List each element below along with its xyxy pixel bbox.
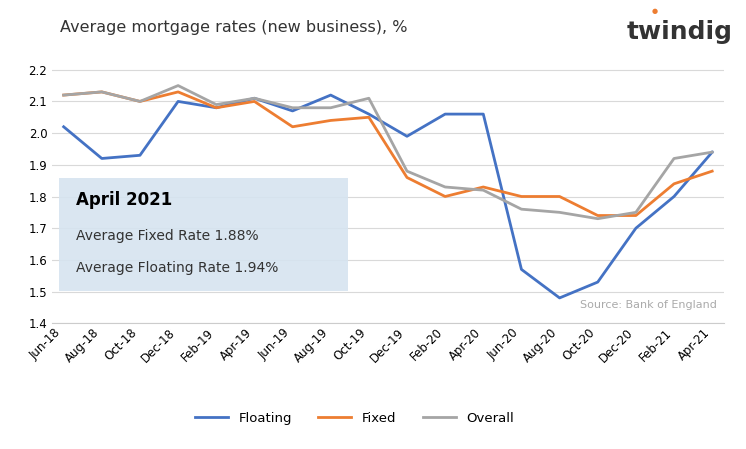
- Overall: [288, 105, 297, 110]
- Floating: [288, 108, 297, 114]
- Floating: [59, 124, 68, 129]
- Fixed: [708, 168, 717, 174]
- Floating: [326, 92, 335, 98]
- Fixed: [97, 89, 106, 95]
- Line: Floating: Floating: [63, 95, 712, 298]
- Text: April 2021: April 2021: [76, 191, 172, 209]
- Line: Fixed: Fixed: [63, 92, 712, 216]
- Floating: [97, 156, 106, 161]
- Overall: [555, 210, 564, 215]
- Text: Average Floating Rate 1.94%: Average Floating Rate 1.94%: [76, 261, 278, 275]
- Text: Average mortgage rates (new business), %: Average mortgage rates (new business), %: [60, 20, 407, 35]
- Overall: [708, 150, 717, 155]
- Legend: Floating, Fixed, Overall: Floating, Fixed, Overall: [189, 406, 519, 430]
- Overall: [517, 207, 526, 212]
- Floating: [708, 150, 717, 155]
- Fixed: [136, 99, 145, 104]
- Overall: [403, 168, 412, 174]
- FancyBboxPatch shape: [59, 178, 348, 291]
- Floating: [479, 111, 488, 117]
- Overall: [479, 188, 488, 193]
- Floating: [174, 99, 183, 104]
- Fixed: [59, 92, 68, 98]
- Floating: [403, 134, 412, 139]
- Fixed: [326, 118, 335, 123]
- Fixed: [212, 105, 221, 110]
- Fixed: [441, 194, 450, 199]
- Floating: [212, 105, 221, 110]
- Fixed: [631, 213, 640, 218]
- Overall: [212, 102, 221, 107]
- Fixed: [288, 124, 297, 129]
- Fixed: [403, 175, 412, 180]
- Fixed: [364, 114, 373, 120]
- Fixed: [250, 99, 259, 104]
- Overall: [670, 156, 679, 161]
- Overall: [631, 210, 640, 215]
- Overall: [250, 96, 259, 101]
- Floating: [631, 225, 640, 231]
- Text: Average Fixed Rate 1.88%: Average Fixed Rate 1.88%: [76, 229, 258, 243]
- Overall: [326, 105, 335, 110]
- Text: Source: Bank of England: Source: Bank of England: [580, 300, 717, 310]
- Fixed: [670, 181, 679, 186]
- Line: Overall: Overall: [63, 86, 712, 219]
- Overall: [59, 92, 68, 98]
- Floating: [593, 279, 602, 285]
- Overall: [441, 184, 450, 189]
- Overall: [174, 83, 183, 88]
- Floating: [555, 295, 564, 301]
- Overall: [593, 216, 602, 221]
- Floating: [250, 96, 259, 101]
- Text: ●: ●: [651, 8, 657, 14]
- Fixed: [517, 194, 526, 199]
- Overall: [364, 96, 373, 101]
- Text: twindig: twindig: [627, 20, 733, 44]
- Overall: [136, 99, 145, 104]
- Floating: [441, 111, 450, 117]
- Floating: [364, 111, 373, 117]
- Fixed: [593, 213, 602, 218]
- Floating: [136, 153, 145, 158]
- Floating: [670, 194, 679, 199]
- Fixed: [555, 194, 564, 199]
- Fixed: [174, 89, 183, 95]
- Fixed: [479, 184, 488, 189]
- Floating: [517, 267, 526, 272]
- Overall: [97, 89, 106, 95]
